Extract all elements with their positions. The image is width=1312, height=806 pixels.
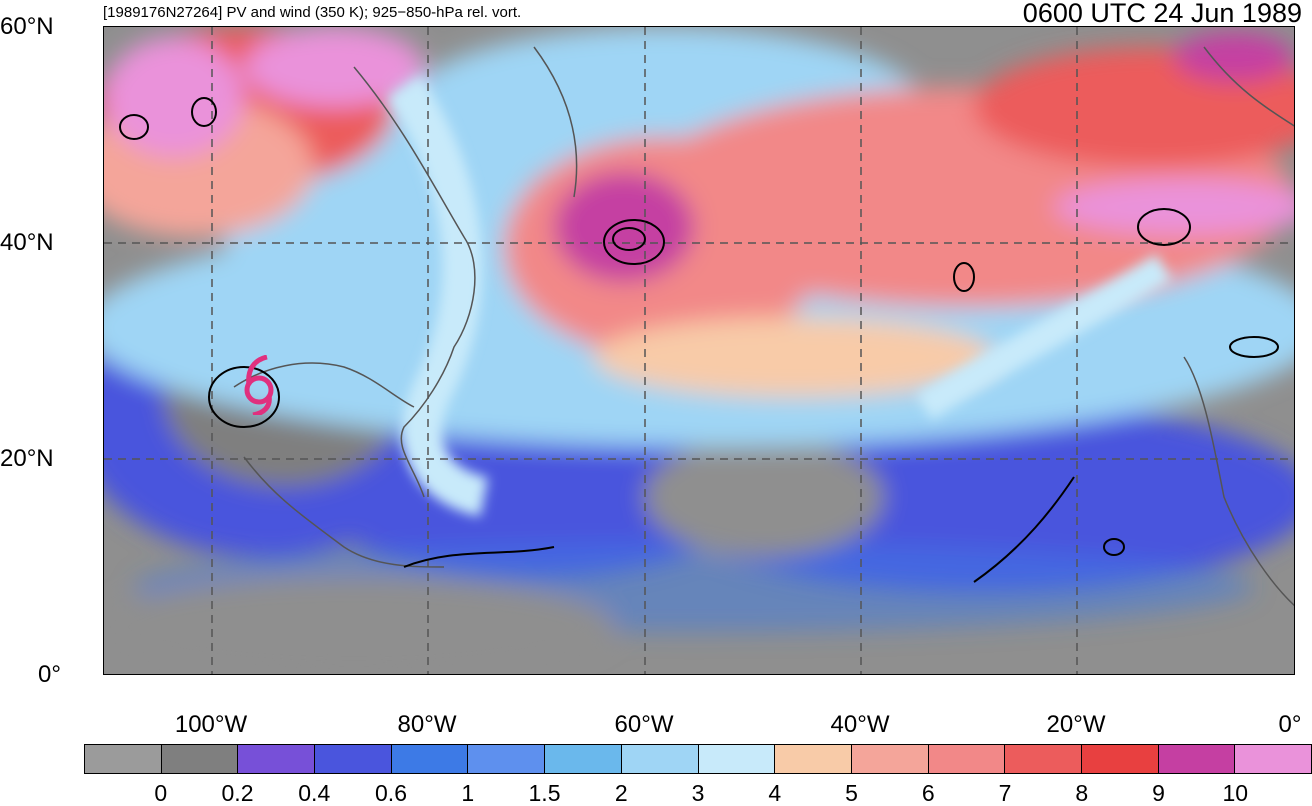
colorbar-label: 4	[768, 780, 782, 806]
colorbar-swatch	[621, 745, 699, 773]
colorbar-label: 0.4	[298, 780, 331, 806]
map-frame	[103, 26, 1295, 675]
colorbar-swatch	[851, 745, 929, 773]
colorbar-swatch	[928, 745, 1006, 773]
colorbar-label: 0	[154, 780, 168, 806]
lon-label-40w: 40°W	[830, 711, 890, 738]
colorbar-swatch	[85, 745, 162, 773]
colorbar-label: 0.2	[221, 780, 254, 806]
plot-title-left: [1989176N27264] PV and wind (350 K); 925…	[103, 4, 522, 21]
colorbar-label: 3	[691, 780, 705, 806]
colorbar-swatch	[1235, 745, 1311, 773]
tropical-cyclone-icon	[244, 355, 274, 415]
colorbar-swatch	[1005, 745, 1082, 773]
map-field	[104, 27, 1294, 674]
colorbar-swatch	[315, 745, 392, 773]
colorbar-label: 6	[921, 780, 935, 806]
lat-label-20n: 20°N	[0, 445, 54, 472]
lon-label-0: 0°	[1278, 711, 1302, 738]
colorbar-label: 8	[1075, 780, 1089, 806]
colorbar-swatch	[391, 745, 469, 773]
colorbar-label: 2	[614, 780, 628, 806]
colorbar-label: 1.5	[528, 780, 561, 806]
colorbar-swatch	[775, 745, 852, 773]
colorbar-label: 9	[1152, 780, 1165, 806]
colorbar-label: 5	[845, 780, 858, 806]
colorbar-swatch	[161, 745, 239, 773]
lat-label-40n: 40°N	[0, 229, 54, 256]
lon-label-100w: 100°W	[174, 711, 248, 738]
colorbar-swatch	[238, 745, 316, 773]
colorbar-label: 0.6	[375, 780, 407, 806]
colorbar-swatch	[698, 745, 776, 773]
colorbar-swatch	[468, 745, 546, 773]
colorbar-label: 10	[1222, 780, 1249, 806]
colorbar-label: 1	[461, 780, 475, 806]
lat-label-0: 0°	[38, 661, 61, 688]
lon-label-60w: 60°W	[614, 711, 674, 738]
lon-label-20w: 20°W	[1046, 711, 1106, 738]
colorbar-swatch	[545, 745, 622, 773]
colorbar	[84, 744, 1312, 774]
colorbar-swatch	[1081, 745, 1159, 773]
lon-label-80w: 80°W	[397, 711, 457, 738]
colorbar-swatch	[1158, 745, 1236, 773]
colorbar-label: 7	[998, 780, 1012, 806]
lat-label-60n: 60°N	[0, 13, 54, 40]
plot-title-right: 0600 UTC 24 Jun 1989	[1022, 0, 1302, 28]
